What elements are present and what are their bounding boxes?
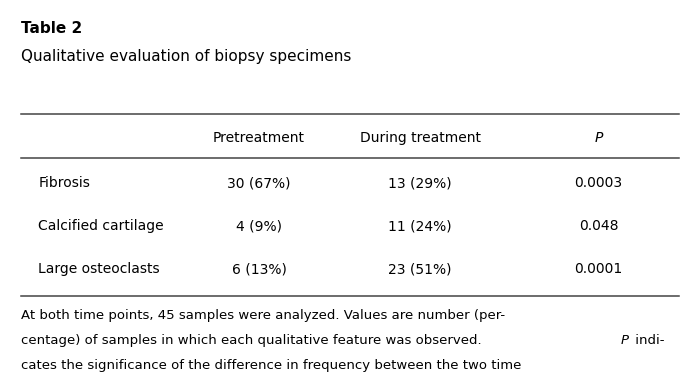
Text: 0.048: 0.048 [579, 219, 618, 233]
Text: 30 (67%): 30 (67%) [228, 176, 290, 190]
Text: Calcified cartilage: Calcified cartilage [38, 219, 164, 233]
Text: 23 (51%): 23 (51%) [389, 262, 452, 276]
Text: cates the significance of the difference in frequency between the two time: cates the significance of the difference… [21, 359, 522, 373]
Text: During treatment: During treatment [360, 131, 480, 145]
Text: Fibrosis: Fibrosis [38, 176, 90, 190]
Text: 0.0003: 0.0003 [575, 176, 622, 190]
Text: Table 2: Table 2 [21, 21, 83, 36]
Text: P: P [621, 334, 629, 347]
Text: indi-: indi- [631, 334, 665, 347]
Text: Pretreatment: Pretreatment [213, 131, 305, 145]
Text: 13 (29%): 13 (29%) [389, 176, 452, 190]
Text: Qualitative evaluation of biopsy specimens: Qualitative evaluation of biopsy specime… [21, 49, 351, 64]
Text: At both time points, 45 samples were analyzed. Values are number (per-: At both time points, 45 samples were ana… [21, 309, 505, 322]
Text: 11 (24%): 11 (24%) [389, 219, 452, 233]
Text: 6 (13%): 6 (13%) [232, 262, 286, 276]
Text: 4 (9%): 4 (9%) [236, 219, 282, 233]
Text: 0.0001: 0.0001 [575, 262, 622, 276]
Text: centage) of samples in which each qualitative feature was observed.: centage) of samples in which each qualit… [21, 334, 486, 347]
Text: P: P [594, 131, 603, 145]
Text: Large osteoclasts: Large osteoclasts [38, 262, 160, 276]
